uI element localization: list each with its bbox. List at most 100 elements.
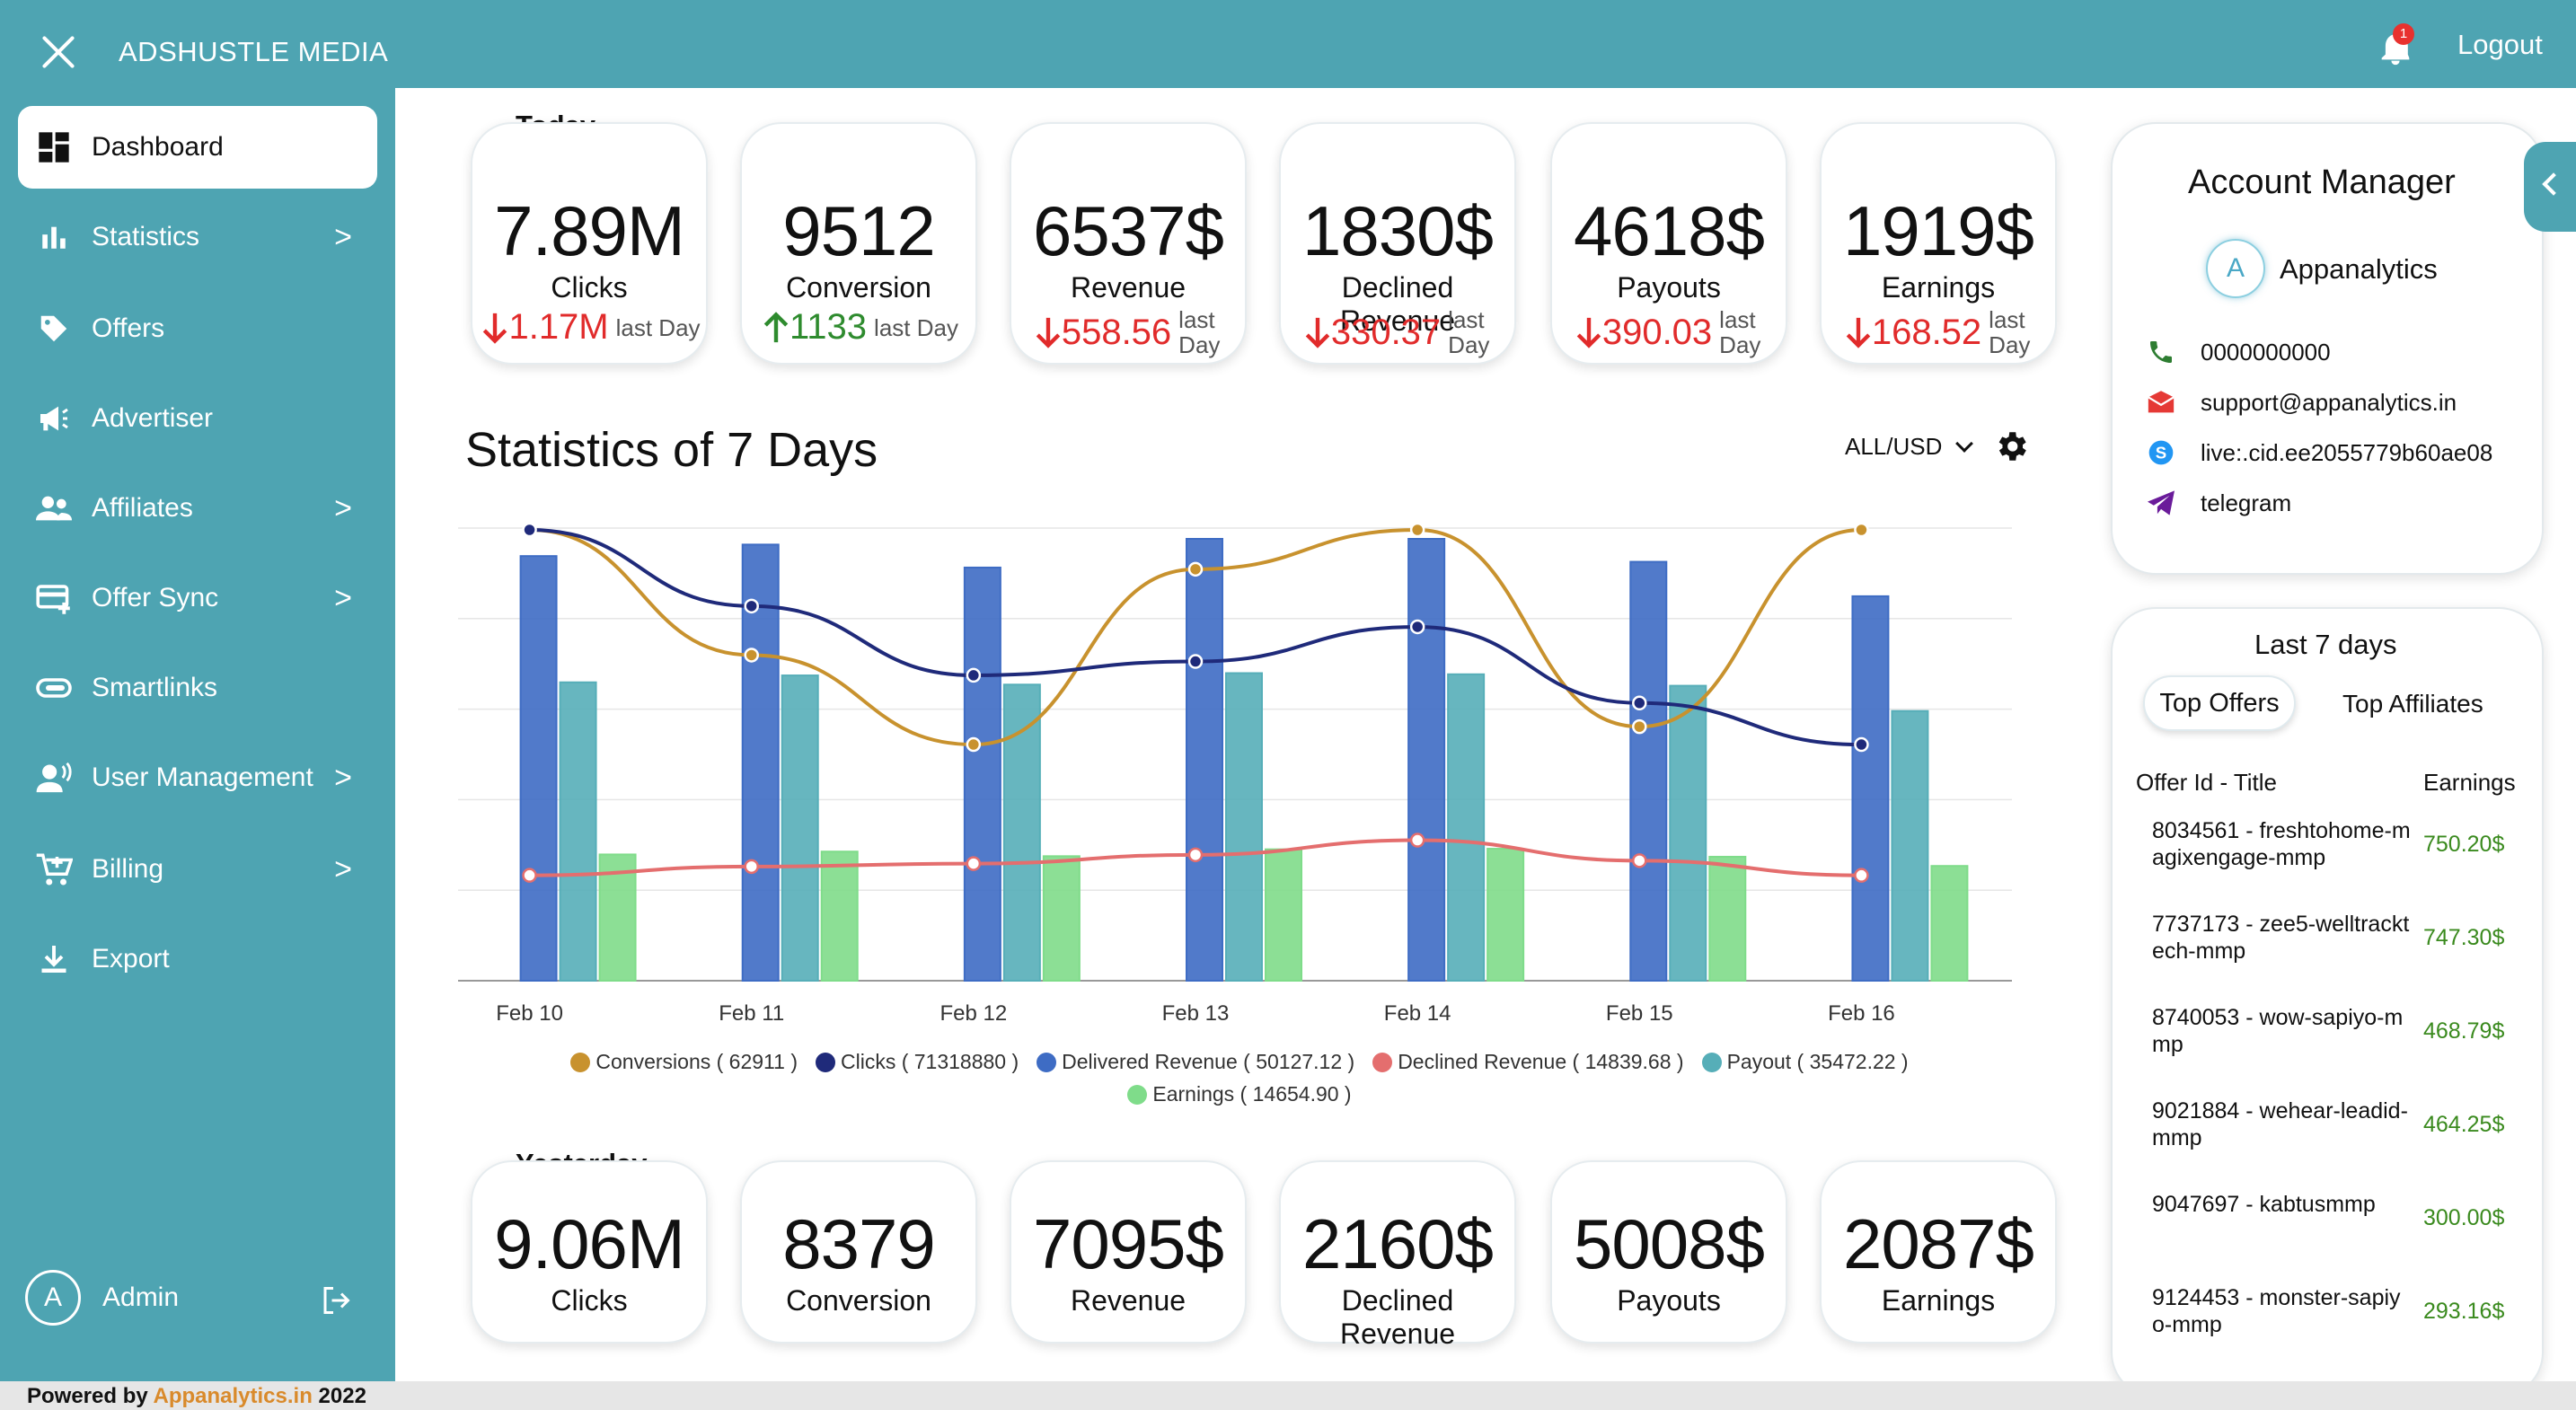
tab-top-offers[interactable]: Top Offers	[2143, 675, 2296, 731]
logout-button[interactable]: Logout	[2457, 29, 2543, 60]
arrow-down-icon	[1576, 317, 1601, 348]
contact-telegram[interactable]: telegram	[2145, 487, 2291, 519]
close-menu-icon[interactable]	[40, 34, 75, 70]
list-item[interactable]: 7737173 - zee5-welltracktech-mmp 747.30$	[2152, 911, 2529, 997]
series-point[interactable]	[1632, 695, 1647, 711]
stat-card: 8379 Conversion	[740, 1160, 977, 1344]
sidebar-item-affiliates[interactable]: Affiliates >	[18, 467, 377, 550]
bar-feb-12[interactable]	[963, 566, 1001, 982]
bar-feb-10[interactable]	[559, 681, 597, 982]
series-point[interactable]	[966, 667, 982, 683]
series-point[interactable]	[966, 856, 982, 871]
series-point[interactable]	[1854, 868, 1869, 883]
bar-feb-14[interactable]	[1486, 848, 1525, 983]
chart-title: Statistics of 7 Days	[465, 423, 878, 477]
legend-item[interactable]: Clicks ( 71318880 )	[815, 1045, 1019, 1078]
admin-profile[interactable]: A Admin	[25, 1270, 179, 1326]
offer-title: 9124453 - monster-sapiyo-mmp	[2152, 1285, 2401, 1337]
series-point[interactable]	[1409, 833, 1425, 848]
bar-feb-11[interactable]	[741, 543, 780, 982]
series-point[interactable]	[1187, 561, 1204, 577]
download-icon	[34, 939, 74, 979]
gear-icon[interactable]	[1992, 427, 2030, 465]
stat-delta: 1133 last Day	[751, 307, 970, 348]
bar-feb-12[interactable]	[1042, 855, 1081, 982]
legend-item[interactable]: Conversions ( 62911 )	[570, 1045, 798, 1078]
contact-skype[interactable]: S live:.cid.ee2055779b60ae08	[2145, 436, 2492, 469]
sidebar-item-dashboard[interactable]: Dashboard	[18, 106, 377, 189]
list-item[interactable]: 8034561 - freshtohome-magixengage-mmp 750…	[2152, 817, 2529, 903]
account-manager-name: Appanalytics	[2280, 253, 2438, 285]
telegram-icon	[2145, 487, 2177, 519]
sidebar-item-offers[interactable]: Offers	[18, 287, 377, 370]
x-tick-label: Feb 16	[1828, 1001, 1895, 1026]
legend-item[interactable]: Payout ( 35472.22 )	[1701, 1045, 1909, 1078]
bar-feb-11[interactable]	[820, 850, 859, 982]
bar-feb-15[interactable]	[1708, 855, 1747, 982]
legend-item[interactable]: Earnings ( 14654.90 )	[1127, 1078, 1352, 1110]
series-point[interactable]	[522, 868, 537, 883]
sidebar-item-statistics[interactable]: Statistics >	[18, 196, 377, 278]
x-tick-label: Feb 15	[1606, 1001, 1673, 1026]
series-point[interactable]	[522, 522, 537, 538]
bar-feb-15[interactable]	[1669, 684, 1707, 982]
bar-feb-13[interactable]	[1186, 538, 1223, 982]
bar-feb-12[interactable]	[1002, 683, 1041, 982]
sidebar-item-billing[interactable]: Billing >	[18, 828, 377, 911]
bar-feb-16[interactable]	[1891, 709, 1929, 982]
sidebar-item-smartlinks[interactable]: Smartlinks	[18, 647, 377, 729]
delta-caption: last Day	[615, 313, 701, 341]
sidebar-item-offer-sync[interactable]: Offer Sync >	[18, 557, 377, 639]
currency-select[interactable]: ALL/USD	[1845, 433, 1973, 461]
contact-email[interactable]: support@appanalytics.in	[2145, 386, 2457, 419]
series-point[interactable]	[744, 598, 759, 614]
sidebar-item-advertiser[interactable]: Advertiser	[18, 377, 377, 460]
phone-icon	[2145, 336, 2177, 368]
list-item[interactable]: 9021884 - wehear-leadid-mmp 464.25$	[2152, 1097, 2529, 1184]
sidebar: Dashboard Statistics > Offers Advertiser…	[0, 88, 395, 1381]
sidebar-item-user-management[interactable]: User Management >	[18, 736, 377, 819]
list-item[interactable]: 9124453 - monster-sapiyo-mmp 293.16$	[2152, 1284, 2529, 1370]
series-point[interactable]	[744, 648, 759, 663]
series-point[interactable]	[1409, 619, 1425, 635]
bar-feb-13[interactable]	[1265, 848, 1302, 982]
statistics-chart: Feb 10 Feb 11 Feb 12 Feb 13 Feb 14 Feb 15 Feb …	[458, 522, 2012, 1026]
bar-feb-13[interactable]	[1225, 672, 1263, 982]
series-point[interactable]	[1632, 718, 1647, 735]
delta-caption: last Day	[874, 313, 958, 341]
legend-swatch	[1037, 1053, 1057, 1072]
series-point[interactable]	[1187, 654, 1204, 669]
series-point[interactable]	[1409, 522, 1425, 538]
bar-feb-10[interactable]	[519, 555, 558, 983]
collapse-panel-button[interactable]	[2524, 142, 2576, 232]
legend-item[interactable]: Delivered Revenue ( 50127.12 )	[1037, 1045, 1354, 1078]
offer-title: 8740053 - wow-sapiyo-mmp	[2152, 1005, 2404, 1057]
bar-feb-16[interactable]	[1930, 865, 1969, 982]
chevron-right-icon: >	[334, 580, 352, 615]
series-point[interactable]	[1187, 847, 1204, 863]
stat-value: 2087$	[1843, 1204, 2034, 1283]
account-manager-panel	[2111, 122, 2544, 575]
series-point[interactable]	[1854, 522, 1869, 538]
bar-feb-14[interactable]	[1407, 538, 1446, 982]
contact-phone[interactable]: 0000000000	[2145, 336, 2331, 368]
bar-feb-11[interactable]	[781, 674, 819, 982]
series-point[interactable]	[1632, 853, 1647, 868]
series-point[interactable]	[966, 736, 982, 753]
sign-out-icon[interactable]	[320, 1284, 352, 1317]
chevron-left-icon	[2542, 172, 2565, 196]
bar-feb-10[interactable]	[598, 853, 637, 982]
footer-link[interactable]: Appanalytics.in	[153, 1384, 313, 1408]
list-item[interactable]: 9047697 - kabtusmmp 300.00$	[2152, 1191, 2529, 1277]
series-point[interactable]	[744, 859, 759, 875]
legend-item[interactable]: Declined Revenue ( 14839.68 )	[1372, 1045, 1684, 1078]
bar-feb-14[interactable]	[1447, 673, 1486, 982]
stat-label: Earnings	[1881, 1284, 1996, 1317]
series-point[interactable]	[1854, 736, 1869, 753]
x-tick-label: Feb 10	[496, 1001, 563, 1026]
bar-feb-16[interactable]	[1851, 595, 1890, 982]
tab-top-affiliates[interactable]: Top Affiliates	[2342, 690, 2483, 718]
sidebar-item-export[interactable]: Export	[18, 918, 377, 1000]
bar-feb-15[interactable]	[1629, 560, 1668, 982]
list-item[interactable]: 8740053 - wow-sapiyo-mmp 468.79$	[2152, 1004, 2529, 1090]
